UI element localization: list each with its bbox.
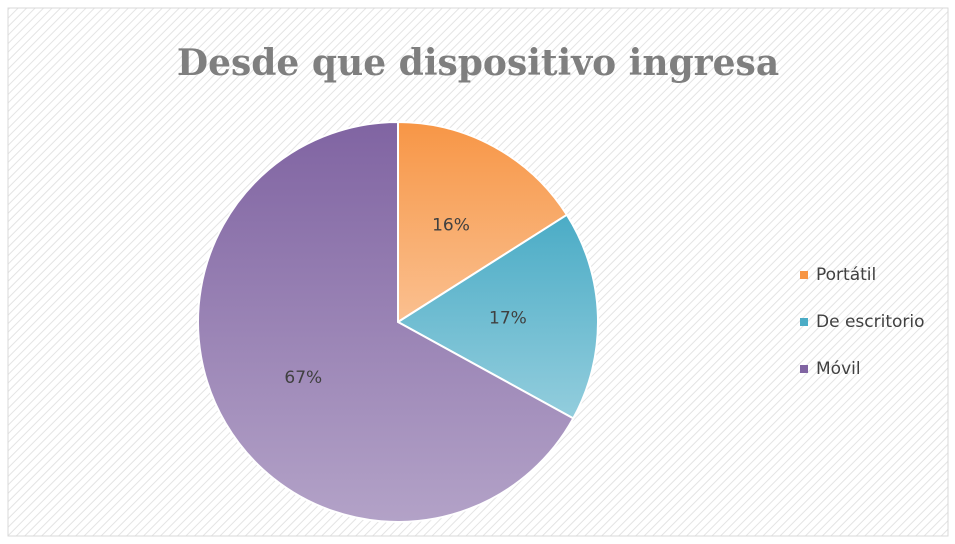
chart-title: Desde que dispositivo ingresa [177,42,779,84]
data-label: 67% [284,368,322,388]
pie-slice [396,213,599,420]
legend-label: Móvil [816,359,861,379]
data-label: 16% [432,216,470,236]
legend-swatch [800,318,808,326]
legend-label: De escritorio [816,312,925,332]
pie-slice [397,120,569,324]
legend-label: Portátil [816,265,876,285]
pie-slice [197,120,575,523]
legend-swatch [800,365,808,373]
data-label: 17% [489,309,527,329]
legend-swatch [800,271,808,279]
